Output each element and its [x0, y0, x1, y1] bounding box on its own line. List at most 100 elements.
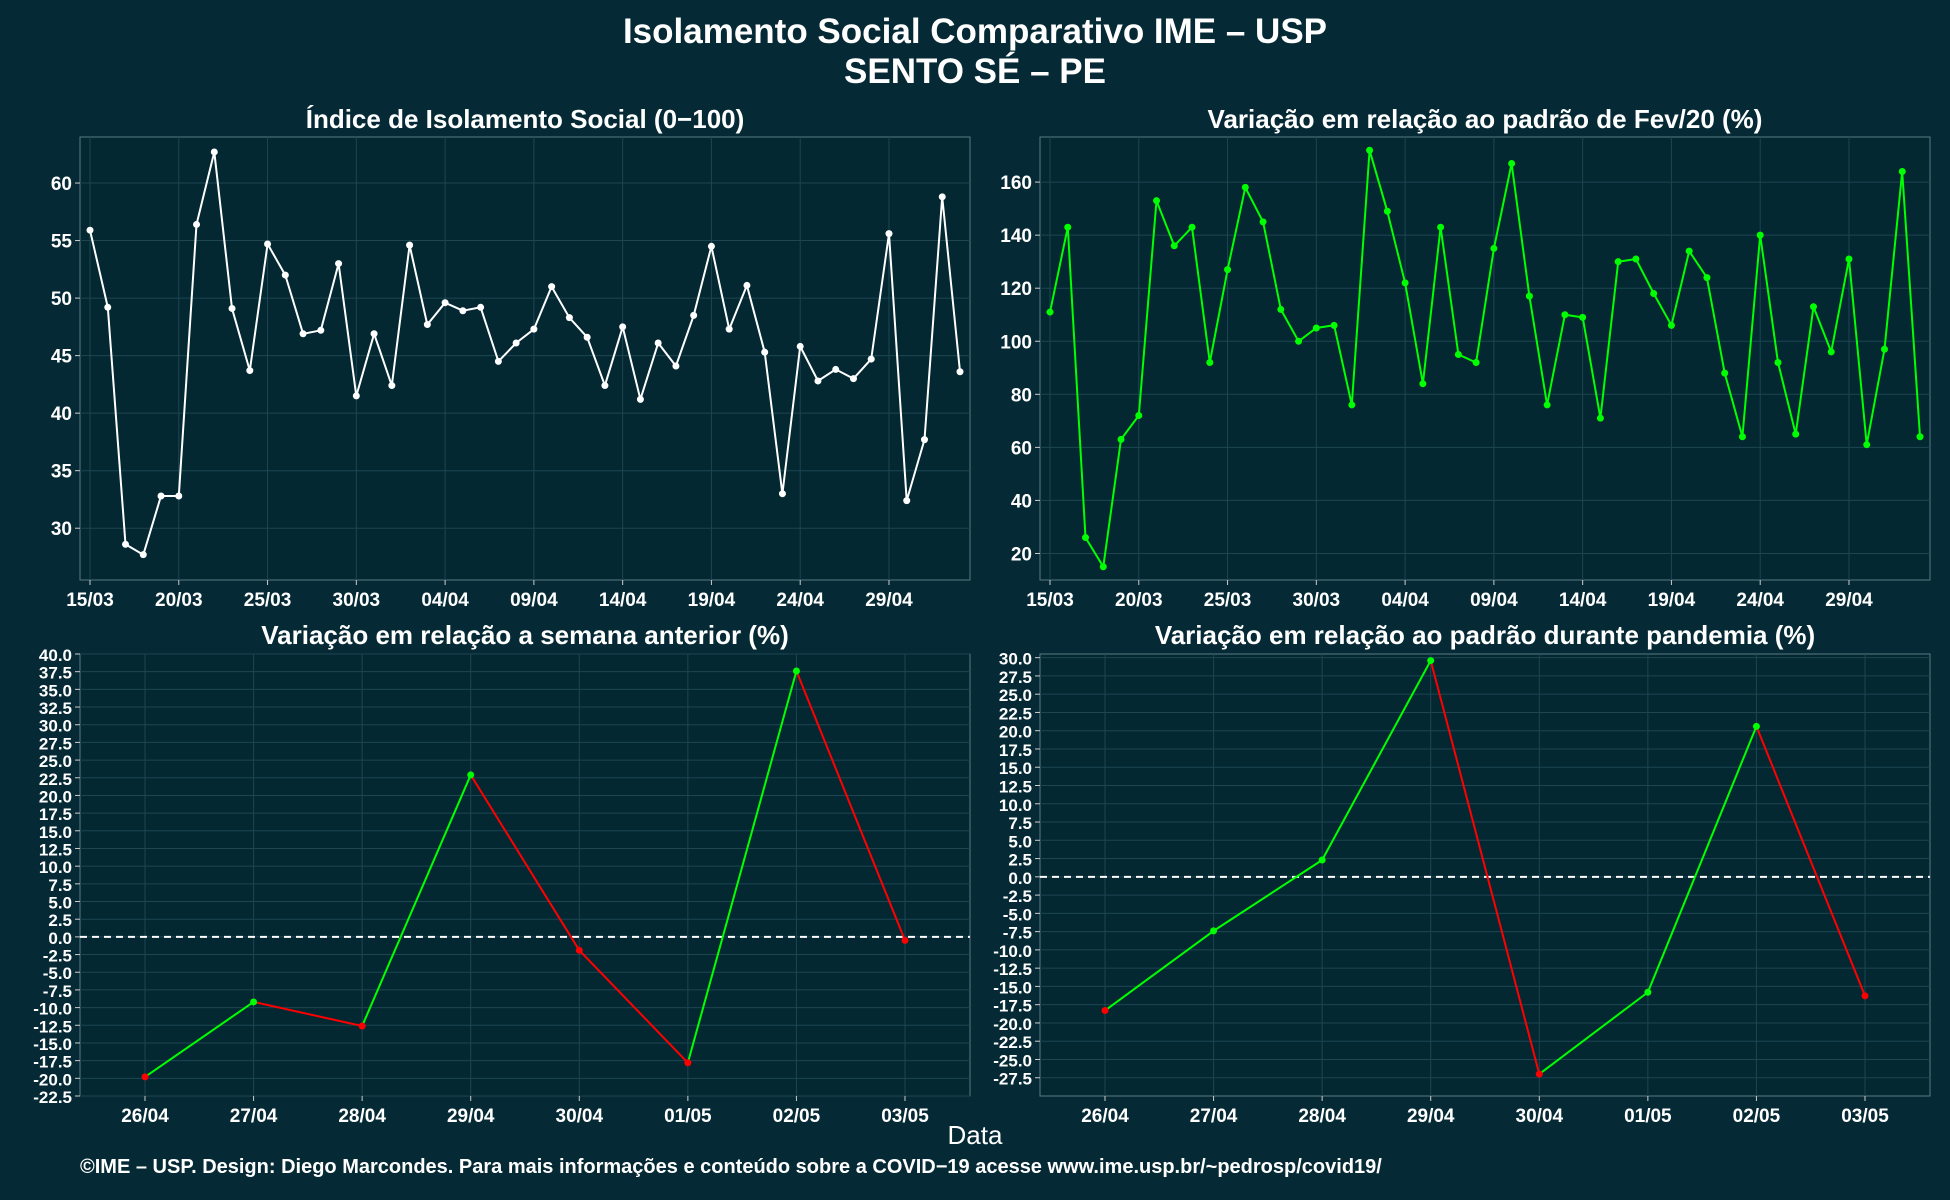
- chart-panel-2-data-point: [1792, 430, 1800, 438]
- chart-panel-2-ytick-label: 40: [1011, 491, 1032, 512]
- chart-panel-4-ytick-label: -25.0: [993, 1051, 1032, 1070]
- chart-panel-2-data-point: [1490, 244, 1498, 252]
- chart-panel-2-ytick-label: 20: [1011, 544, 1032, 565]
- chart-panel-1-data-point: [619, 323, 627, 331]
- chart-panel-1-data-point: [725, 325, 733, 333]
- chart-panel-1-data-point: [530, 325, 538, 333]
- chart-panel-4-data-point: [1535, 1070, 1543, 1078]
- chart-panel-1-data-point: [281, 271, 289, 279]
- chart-panel-1-data-point: [406, 241, 414, 249]
- chart-panel-2-data-point: [1703, 274, 1711, 282]
- chart-panel-2-data-point: [1454, 351, 1462, 359]
- chart-panel-1-data-point: [139, 551, 147, 559]
- chart-panel-1-data-point: [122, 540, 130, 548]
- chart-panel-1-xtick-label: 09/04: [510, 590, 558, 611]
- chart-panel-3-ytick-label: -22.5: [33, 1088, 72, 1107]
- chart-panel-2-xtick-label: 04/04: [1381, 590, 1429, 611]
- chart-panel-2-data-point: [1082, 534, 1090, 542]
- chart-panel-2-ytick-label: 100: [1000, 332, 1032, 353]
- chart-panel-3-data-point: [684, 1059, 692, 1067]
- chart-panel-4-series-segment: [1646, 725, 1758, 993]
- chart-panel-4-data-point: [1318, 856, 1326, 864]
- chart-panel-3-ytick-label: 40.0: [39, 646, 72, 665]
- chart-panel-1-data-point: [920, 436, 928, 444]
- chart-panel-2-xtick-label: 20/03: [1115, 590, 1163, 611]
- chart-panel-1-data-point: [175, 492, 183, 500]
- chart-panel-3-ytick-label: -10.0: [33, 1000, 72, 1019]
- chart-panel-1-data-point: [778, 490, 786, 498]
- chart-panel-1-data-point: [707, 242, 715, 250]
- chart-panel-1-data-point: [814, 377, 822, 385]
- chart-panel-2-data-point: [1437, 223, 1445, 231]
- chart-panel-4-ytick-label: -12.5: [993, 960, 1032, 979]
- chart-panel-1-xtick-label: 30/03: [333, 590, 381, 611]
- chart-panel-4-ytick-label: 30.0: [999, 650, 1032, 669]
- chart-panel-2-data-point: [1312, 324, 1320, 332]
- chart-panel-1-xtick-label: 19/04: [688, 590, 736, 611]
- chart-panel-3-ytick-label: 37.5: [39, 664, 72, 683]
- chart-panel-1-data-point: [477, 303, 485, 311]
- chart-panel-4-ytick-label: -10.0: [993, 942, 1032, 961]
- chart-panel-1-data-point: [246, 367, 254, 375]
- chart-panel-2-data-point: [1774, 358, 1782, 366]
- chart-panel-1-data-point: [885, 230, 893, 238]
- chart-panel-4-series-segment: [1538, 991, 1649, 1075]
- chart-panel-2-title: Variação em relação ao padrão de Fev/20 …: [1208, 104, 1763, 134]
- chart-panel-2-data-point: [1596, 414, 1604, 422]
- chart-panel-1-data-point: [388, 382, 396, 390]
- chart-panel-4-ytick-label: 20.0: [999, 723, 1032, 742]
- chart-panel-2-xtick-label: 24/04: [1736, 590, 1784, 611]
- chart-panel-2-xtick-label: 29/04: [1825, 590, 1873, 611]
- chart-panel-2-data-point: [1738, 433, 1746, 441]
- chart-panel-3-ytick-label: 0.0: [48, 929, 72, 948]
- chart-panel-2-series-line: [1049, 150, 1921, 570]
- chart-panel-1-data-point: [690, 311, 698, 319]
- chart-panel-2-data-point: [1508, 160, 1516, 168]
- chart-panel-3-ytick-label: -17.5: [33, 1053, 72, 1072]
- chart-panel-4-ytick-label: 5.0: [1008, 832, 1032, 851]
- chart-panel-2-data-point: [1614, 258, 1622, 266]
- chart-panel-2-data-point: [1135, 412, 1143, 420]
- chart-panel-1-data-point: [654, 339, 662, 347]
- chart-panel-1-xtick-label: 15/03: [66, 590, 114, 611]
- chart-panel-1-data-point: [299, 330, 307, 338]
- chart-panel-4-data-point: [1861, 992, 1869, 1000]
- chart-panel-3-ytick-label: 35.0: [39, 681, 72, 700]
- chart-panel-3-xtick-label: 29/04: [447, 1106, 495, 1127]
- footer-caption: ©IME – USP. Design: Diego Marcondes. Par…: [80, 1156, 1382, 1178]
- chart-panel-3-data-point: [901, 936, 909, 944]
- chart-panel-3-data-point: [792, 667, 800, 675]
- chart-panel-1-data-point: [956, 368, 964, 376]
- chart-panel-2-ytick-label: 160: [1000, 173, 1032, 194]
- chart-panel-1-ytick-label: 60: [51, 174, 72, 195]
- chart-panel-3-xtick-label: 26/04: [121, 1106, 169, 1127]
- chart-panel-4-series-segment: [1213, 859, 1323, 932]
- chart-panel-1-xtick-label: 29/04: [865, 590, 913, 611]
- chart-panel-3-ytick-label: -15.0: [33, 1035, 72, 1054]
- chart-panel-4-data-point: [1752, 722, 1760, 730]
- chart-panel-4-ytick-label: 10.0: [999, 796, 1032, 815]
- chart-panel-4-ytick-label: -5.0: [1003, 905, 1032, 924]
- chart-panel-1-series-line: [89, 151, 961, 557]
- chart-panel-2-data-point: [1721, 369, 1729, 377]
- chart-panel-1-data-point: [672, 362, 680, 370]
- chart-panel-2-data-point: [1543, 401, 1551, 409]
- chart-panel-4-series-segment: [1321, 660, 1432, 861]
- main-title: Isolamento Social Comparativo IME – USP: [622, 12, 1328, 51]
- chart-panel-3-ytick-label: 30.0: [39, 717, 72, 736]
- chart-panel-1-data-point: [264, 240, 272, 248]
- chart-panel-1-xtick-label: 25/03: [244, 590, 292, 611]
- chart-panel-2-xtick-label: 25/03: [1204, 590, 1252, 611]
- chart-panel-1-data-point: [228, 304, 236, 312]
- chart-panel-4-ytick-label: 0.0: [1008, 869, 1032, 888]
- chart-panel-2-data-point: [1579, 313, 1587, 321]
- chart-panel-1-data-point: [565, 314, 573, 322]
- chart-panel-3-background: [79, 653, 971, 1097]
- chart-panel-2-data-point: [1099, 563, 1107, 571]
- chart-panel-2-data-point: [1188, 223, 1196, 231]
- chart-panel-3-ytick-label: -2.5: [43, 947, 72, 966]
- chart-panel-3-series-segment: [469, 774, 581, 951]
- chart-panel-2-ytick-label: 120: [1000, 279, 1032, 300]
- chart-panel-4-data-point: [1644, 988, 1652, 996]
- chart-panel-4-ytick-label: 12.5: [999, 778, 1032, 797]
